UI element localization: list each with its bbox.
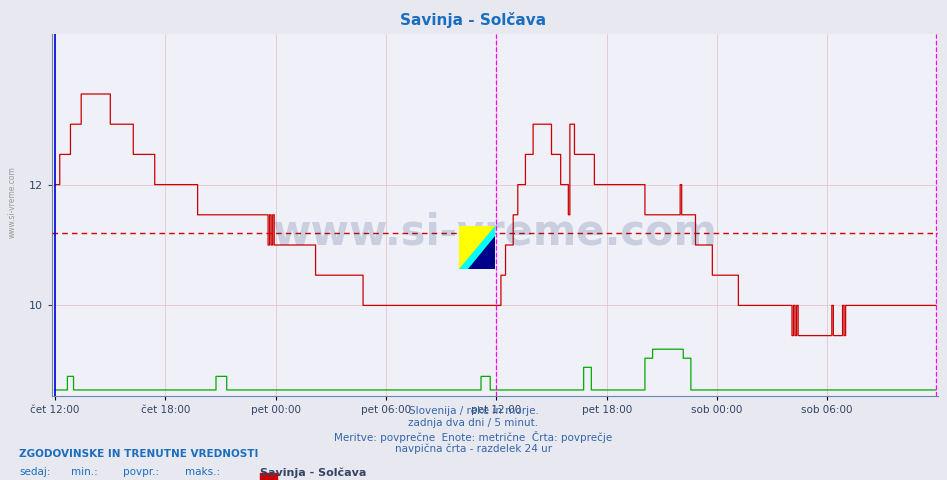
- Text: Savinja - Solčava: Savinja - Solčava: [401, 12, 546, 28]
- Polygon shape: [468, 237, 495, 269]
- Text: Meritve: povprečne  Enote: metrične  Črta: povprečje: Meritve: povprečne Enote: metrične Črta:…: [334, 431, 613, 443]
- Text: Savinja - Solčava: Savinja - Solčava: [260, 467, 366, 478]
- Text: www.si-vreme.com: www.si-vreme.com: [8, 166, 17, 238]
- Text: zadnja dva dni / 5 minut.: zadnja dva dni / 5 minut.: [408, 418, 539, 428]
- Polygon shape: [459, 226, 495, 269]
- Text: min.:: min.:: [71, 467, 98, 477]
- Polygon shape: [459, 226, 495, 269]
- Text: povpr.:: povpr.:: [123, 467, 159, 477]
- Text: navpična črta - razdelek 24 ur: navpična črta - razdelek 24 ur: [395, 443, 552, 454]
- Text: maks.:: maks.:: [185, 467, 220, 477]
- Text: Slovenija / reke in morje.: Slovenija / reke in morje.: [408, 406, 539, 416]
- Text: www.si-vreme.com: www.si-vreme.com: [273, 212, 717, 254]
- Text: ZGODOVINSKE IN TRENUTNE VREDNOSTI: ZGODOVINSKE IN TRENUTNE VREDNOSTI: [19, 449, 259, 459]
- Text: sedaj:: sedaj:: [19, 467, 50, 477]
